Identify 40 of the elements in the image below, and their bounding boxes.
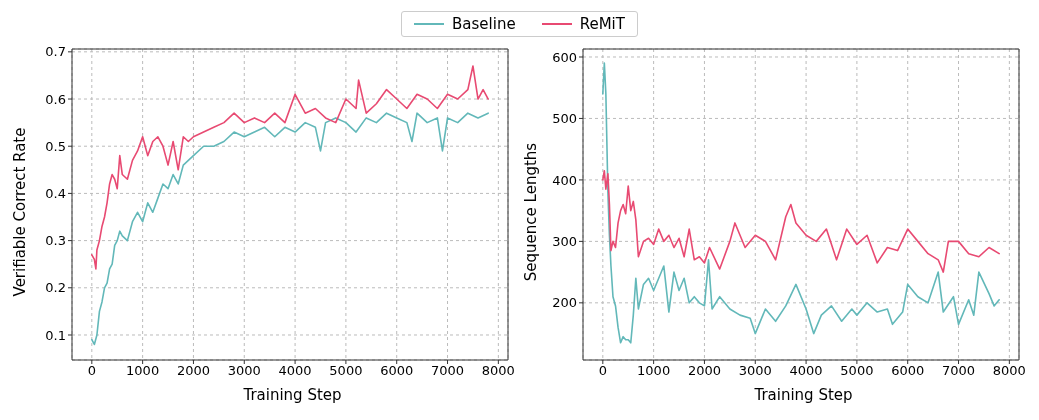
line-series — [602, 169, 1000, 273]
x-tick-label: 0 — [598, 363, 607, 379]
x-tick-label: 3000 — [738, 363, 772, 379]
x-tick-label: 8000 — [481, 363, 515, 379]
x-tick-label: 2000 — [687, 363, 721, 379]
y-tick-label: 0.6 — [45, 91, 66, 107]
y-tick-label: 0.3 — [45, 233, 66, 249]
x-tick-label: 3000 — [227, 363, 261, 379]
x-tick-label: 4000 — [278, 363, 312, 379]
line-series — [91, 65, 489, 270]
y-tick-label: 0.7 — [45, 44, 66, 60]
x-tick-label: 7000 — [430, 363, 465, 379]
x-tick-label: 8000 — [992, 363, 1026, 379]
y-tick-label: 0.1 — [45, 327, 66, 343]
x-tick-label: 4000 — [789, 363, 823, 379]
y-axis-title: Sequence Lengths — [522, 142, 540, 282]
line-series — [91, 112, 489, 346]
y-axis-title: Verifiable Correct Rate — [11, 127, 29, 297]
y-tick-label: 0.4 — [45, 186, 66, 202]
y-tick-label: 200 — [552, 295, 577, 311]
x-tick-label: 2000 — [176, 363, 210, 379]
x-tick-label: 1000 — [126, 363, 160, 379]
line-series — [602, 62, 1000, 344]
x-tick-label: 6000 — [380, 363, 414, 379]
x-tick-label: 7000 — [941, 363, 976, 379]
legend-label: ReMiT — [579, 15, 625, 33]
y-tick-label: 0.2 — [45, 280, 66, 296]
y-tick-label: 600 — [552, 49, 577, 65]
x-axis-title: Training Step — [753, 386, 854, 404]
x-axis-title: Training Step — [242, 386, 343, 404]
x-tick-label: 6000 — [891, 363, 925, 379]
x-tick-label: 1000 — [637, 363, 671, 379]
y-tick-label: 300 — [552, 233, 577, 249]
legend-label: Baseline — [452, 15, 516, 33]
x-tick-label: 5000 — [840, 363, 874, 379]
x-tick-label: 0 — [87, 363, 96, 379]
x-tick-label: 5000 — [329, 363, 363, 379]
y-tick-label: 400 — [552, 172, 577, 188]
y-tick-label: 0.5 — [45, 138, 66, 154]
y-tick-label: 500 — [552, 111, 577, 127]
